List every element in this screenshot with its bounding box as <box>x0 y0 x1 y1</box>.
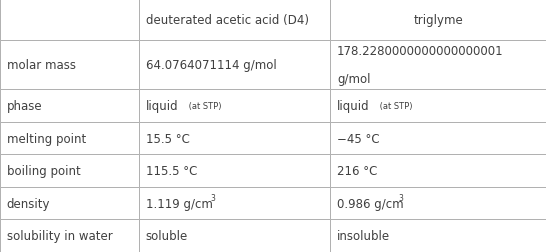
Bar <box>139 155 330 187</box>
Text: g/mol: g/mol <box>337 73 370 86</box>
Text: 15.5 °C: 15.5 °C <box>146 132 189 145</box>
Text: (at STP): (at STP) <box>186 102 221 111</box>
Bar <box>0 90 139 122</box>
Bar <box>139 219 330 252</box>
Text: molar mass: molar mass <box>7 59 75 72</box>
Bar <box>330 0 546 41</box>
Bar <box>0 155 139 187</box>
Bar <box>139 0 330 41</box>
Text: 1.119 g/cm: 1.119 g/cm <box>146 197 212 210</box>
Text: 216 °C: 216 °C <box>337 165 377 177</box>
Bar <box>330 155 546 187</box>
Bar <box>330 122 546 155</box>
Text: liquid: liquid <box>337 100 370 113</box>
Bar <box>139 122 330 155</box>
Bar <box>0 122 139 155</box>
Bar <box>139 41 330 90</box>
Text: melting point: melting point <box>7 132 86 145</box>
Bar <box>0 219 139 252</box>
Text: phase: phase <box>7 100 42 113</box>
Bar <box>0 0 139 41</box>
Bar <box>330 187 546 219</box>
Text: triglyme: triglyme <box>413 14 463 27</box>
Text: boiling point: boiling point <box>7 165 80 177</box>
Text: −45 °C: −45 °C <box>337 132 379 145</box>
Text: 3: 3 <box>210 193 215 202</box>
Text: 64.0764071114 g/mol: 64.0764071114 g/mol <box>146 59 276 72</box>
Text: 3: 3 <box>399 193 403 202</box>
Bar <box>330 41 546 90</box>
Text: density: density <box>7 197 50 210</box>
Text: 178.2280000000000000001: 178.2280000000000000001 <box>337 45 503 58</box>
Bar <box>330 90 546 122</box>
Bar <box>330 219 546 252</box>
Bar <box>139 187 330 219</box>
Text: liquid: liquid <box>146 100 179 113</box>
Text: deuterated acetic acid (D4): deuterated acetic acid (D4) <box>146 14 309 27</box>
Bar <box>0 187 139 219</box>
Text: insoluble: insoluble <box>337 229 390 242</box>
Text: (at STP): (at STP) <box>377 102 412 111</box>
Text: 0.986 g/cm: 0.986 g/cm <box>337 197 403 210</box>
Text: solubility in water: solubility in water <box>7 229 112 242</box>
Bar <box>139 90 330 122</box>
Text: 115.5 °C: 115.5 °C <box>146 165 197 177</box>
Text: soluble: soluble <box>146 229 188 242</box>
Bar <box>0 41 139 90</box>
